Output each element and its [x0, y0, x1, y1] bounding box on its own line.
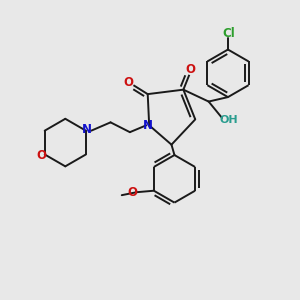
Text: N: N [82, 123, 92, 136]
Text: OH: OH [219, 115, 238, 125]
Text: O: O [128, 186, 138, 199]
Text: O: O [37, 149, 47, 162]
Text: O: O [123, 76, 133, 89]
Text: Cl: Cl [223, 27, 235, 40]
Text: N: N [143, 119, 153, 132]
Text: O: O [186, 63, 196, 76]
